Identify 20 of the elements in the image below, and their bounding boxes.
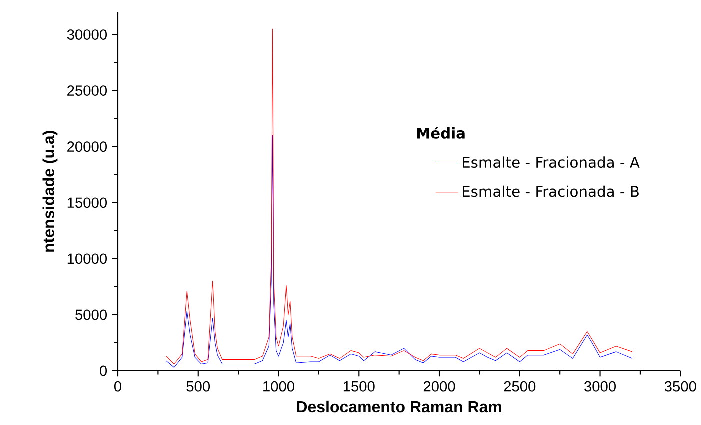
y-tick-label: 15000 xyxy=(68,198,108,208)
x-tick-label: 0 xyxy=(114,381,122,392)
y-tick-label: 0 xyxy=(100,366,108,376)
x-tick-label: 2500 xyxy=(504,381,536,392)
x-tick-label: 1500 xyxy=(344,381,375,392)
legend-label: Esmalte - Fracionada - A xyxy=(463,156,640,168)
y-tick-label: 10000 xyxy=(68,254,108,264)
x-tick-label: 2000 xyxy=(424,381,456,392)
legend-title: Média xyxy=(417,126,465,139)
y-tick-label: 25000 xyxy=(68,86,108,96)
legend-label: Esmalte - Fracionada - B xyxy=(463,186,639,198)
x-tick-label: 3000 xyxy=(584,381,616,392)
x-tick-label: 1000 xyxy=(264,381,294,392)
y-tick-label: 5000 xyxy=(76,310,108,320)
x-tick-label: 500 xyxy=(186,381,210,392)
y-axis-title: ntensidade (u.a) xyxy=(42,131,58,252)
y-tick-label: 20000 xyxy=(68,142,108,152)
y-tick-label: 30000 xyxy=(67,30,108,40)
x-tick-label: 3500 xyxy=(664,381,696,392)
x-axis-title: Deslocamento Raman Ram xyxy=(297,400,502,413)
